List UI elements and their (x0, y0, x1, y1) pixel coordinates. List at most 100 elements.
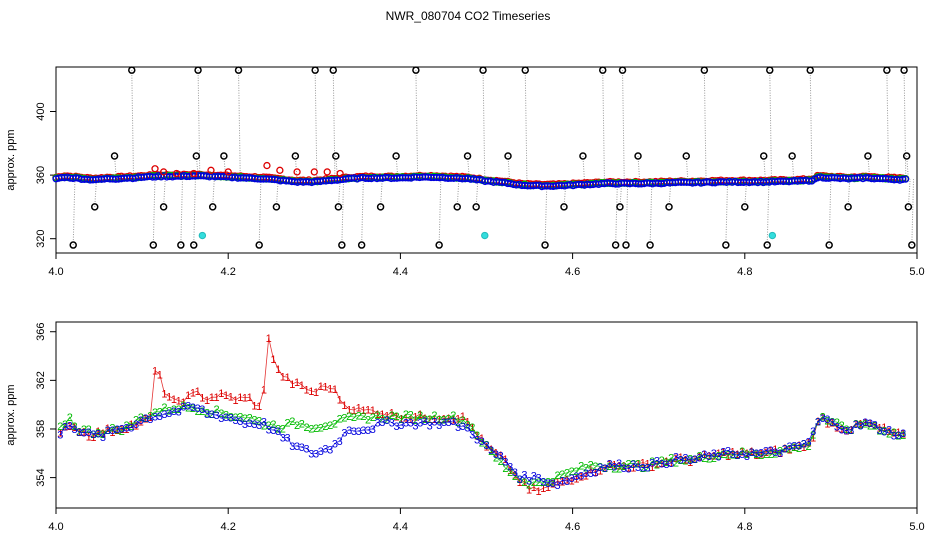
series-1-marker-89: 1 (479, 433, 485, 445)
x-tick-label-0-4: 4.8 (737, 266, 752, 278)
y-tick-label-1-0: 354 (35, 468, 47, 486)
series-3-marker-63: 3 (356, 426, 362, 438)
series-2-marker-151: 2 (772, 449, 778, 461)
series-2-marker-38: 2 (237, 412, 243, 424)
series-3-marker-91: 3 (488, 445, 494, 457)
calibration-point-26 (453, 203, 461, 211)
series-1-marker-163: 1 (829, 418, 835, 430)
series-3-marker-65: 3 (365, 425, 371, 437)
series-3-marker-167: 3 (848, 425, 854, 437)
trace-line-9 (197, 70, 201, 176)
series-2-marker-167: 2 (848, 425, 854, 437)
series-3-marker-25: 3 (176, 406, 182, 418)
series-2-marker-140: 2 (720, 449, 726, 461)
series-2-marker-50: 2 (294, 420, 300, 432)
calibration-point-9 (194, 66, 202, 74)
series-2-marker-113: 2 (592, 461, 598, 473)
series-1-marker-101: 1 (536, 486, 542, 498)
series-3-marker-77: 3 (422, 416, 428, 428)
series-2-marker-59: 2 (337, 414, 343, 426)
calibration-point-30 (504, 152, 512, 160)
trace-line-52 (828, 177, 832, 246)
series-2-marker-17: 2 (138, 412, 144, 424)
red-highlight-point-11 (336, 169, 344, 178)
series-3-marker-172: 3 (872, 420, 878, 432)
series-3-marker-99: 3 (526, 475, 532, 487)
series-1-marker-100: 1 (531, 482, 537, 494)
series-2-marker-84: 2 (455, 417, 461, 429)
series-3-marker-59: 3 (337, 436, 343, 448)
x-tick-label-1-5: 5.0 (909, 521, 924, 533)
series-1-marker-112: 1 (588, 464, 594, 476)
trace-line-19 (337, 179, 341, 207)
series-1-marker-90: 1 (483, 442, 489, 454)
series-2-marker-144: 2 (739, 446, 745, 458)
series-3-marker-31: 3 (204, 409, 210, 421)
series-3-marker-0: 3 (57, 430, 63, 442)
series-1-marker-12: 1 (114, 425, 120, 437)
calibration-point-10 (208, 203, 217, 211)
series-1-marker-87: 1 (469, 422, 475, 434)
series-3-marker-158: 3 (805, 436, 811, 448)
series-1-marker-119: 1 (621, 460, 627, 472)
series-3-marker-4: 3 (76, 427, 82, 439)
series-2-marker-54: 2 (313, 423, 319, 435)
series-2-marker-64: 2 (360, 411, 366, 423)
series-1-marker-123: 1 (640, 458, 646, 470)
series-2-marker-91: 2 (488, 446, 494, 458)
calibration-point-35 (598, 66, 607, 74)
series-1-marker-104: 1 (550, 479, 556, 491)
series-2-marker-177: 2 (895, 430, 901, 442)
series-1-marker-36: 1 (228, 392, 234, 404)
series-1-marker-14: 1 (124, 424, 130, 436)
series-3-marker-80: 3 (436, 420, 442, 432)
series-2-marker-156: 2 (796, 443, 802, 455)
series-1-marker-157: 1 (801, 442, 807, 454)
series-2-marker-42: 2 (256, 416, 262, 428)
series-1-marker-62: 1 (351, 405, 357, 417)
series-3-marker-136: 3 (701, 449, 707, 461)
series-1-marker-63: 1 (356, 403, 362, 415)
series-3-marker-36: 3 (228, 413, 234, 425)
series-3-marker-156: 3 (796, 441, 802, 453)
x-tick-label-1-2: 4.4 (393, 521, 408, 533)
series-1-marker-102: 1 (540, 483, 546, 495)
series-1-marker-46: 1 (275, 364, 281, 376)
series-2-marker-141: 2 (725, 450, 731, 462)
series-3-marker-147: 3 (753, 448, 759, 460)
trace-line-42 (668, 182, 672, 207)
calibration-point-17 (329, 66, 337, 74)
series-2-marker-107: 2 (564, 468, 570, 480)
series-3-marker-42: 3 (256, 420, 262, 432)
series-3-marker-163: 3 (829, 417, 835, 429)
series-3-marker-8: 3 (95, 428, 101, 440)
series-3-marker-15: 3 (128, 423, 134, 435)
series-3-marker-166: 3 (843, 425, 849, 437)
series-1-marker-171: 1 (867, 418, 873, 430)
series-3-marker-52: 3 (303, 443, 309, 455)
series-1-marker-28: 1 (190, 387, 196, 399)
series-1-marker-124: 1 (644, 459, 650, 471)
series-3-marker-22: 3 (161, 409, 167, 421)
series-2-marker-60: 2 (341, 412, 347, 424)
series-1-marker-94: 1 (502, 454, 508, 466)
series-2-marker-39: 2 (242, 413, 248, 425)
plot-frame-0 (55, 66, 918, 254)
series-3-marker-74: 3 (408, 417, 414, 429)
series-2-marker-57: 2 (327, 420, 333, 432)
series-2-marker-51: 2 (299, 418, 305, 430)
series-1-marker-57: 1 (327, 384, 333, 396)
series-3-marker-142: 3 (730, 449, 736, 461)
series-2-marker-58: 2 (332, 419, 338, 431)
series-1-marker-177: 1 (895, 427, 901, 439)
series-1-marker-20: 1 (152, 366, 158, 378)
series-2-marker-25: 2 (176, 404, 182, 416)
calibration-point-52 (825, 241, 833, 249)
plot-frame-1 (55, 321, 918, 509)
series-2-marker-105: 2 (554, 470, 560, 482)
series-3-marker-152: 3 (777, 448, 783, 460)
trace-line-47 (763, 155, 766, 182)
trace-line-24 (415, 70, 419, 177)
series-3-marker-103: 3 (545, 478, 551, 490)
series-2-marker-152: 2 (777, 446, 783, 458)
